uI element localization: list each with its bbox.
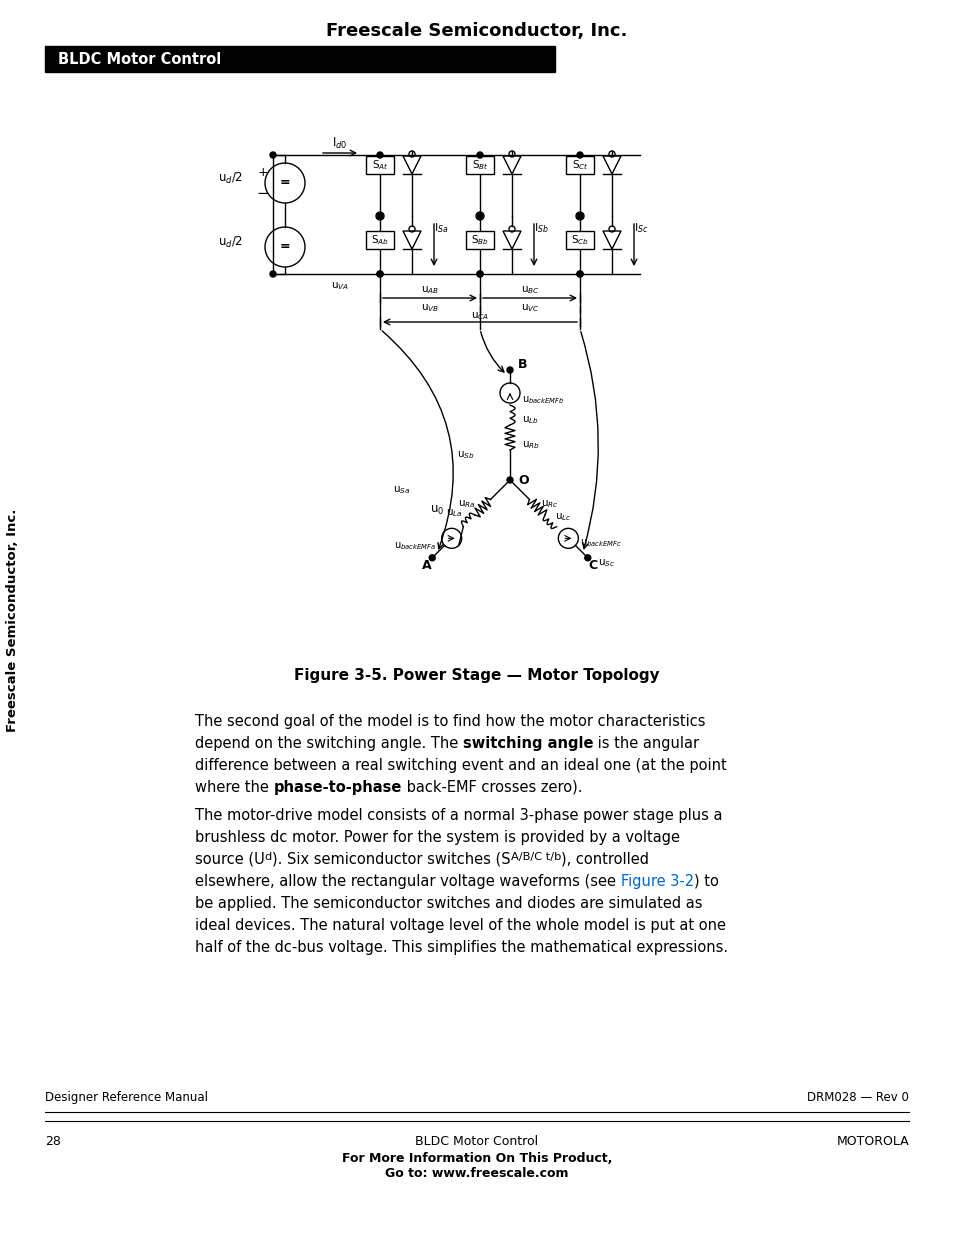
Text: elsewhere, allow the rectangular voltage waveforms (see: elsewhere, allow the rectangular voltage… bbox=[194, 874, 620, 889]
Text: B: B bbox=[517, 358, 527, 372]
Text: For More Information On This Product,: For More Information On This Product, bbox=[341, 1152, 612, 1165]
Text: u$_{backEMF b}$: u$_{backEMF b}$ bbox=[521, 394, 564, 406]
Text: S$_{Bt}$: S$_{Bt}$ bbox=[471, 158, 488, 172]
Text: S$_{Ct}$: S$_{Ct}$ bbox=[571, 158, 588, 172]
Text: u$_{Lb}$: u$_{Lb}$ bbox=[521, 414, 538, 426]
Text: u$_d$/2: u$_d$/2 bbox=[217, 170, 243, 185]
Text: u$_d$/2: u$_d$/2 bbox=[217, 235, 243, 249]
Text: u$_{backEMF a}$: u$_{backEMF a}$ bbox=[394, 541, 436, 552]
Text: −: − bbox=[256, 185, 269, 200]
Circle shape bbox=[270, 270, 275, 277]
Text: u$_{Sa}$: u$_{Sa}$ bbox=[393, 484, 410, 496]
Text: Figure 3-5. Power Stage — Motor Topology: Figure 3-5. Power Stage — Motor Topology bbox=[294, 668, 659, 683]
Text: difference between a real switching event and an ideal one (at the point: difference between a real switching even… bbox=[194, 758, 726, 773]
Text: u$_{Rb}$: u$_{Rb}$ bbox=[521, 440, 539, 451]
Text: ) to: ) to bbox=[693, 874, 718, 889]
Text: S$_{Cb}$: S$_{Cb}$ bbox=[571, 233, 588, 247]
Text: where the: where the bbox=[194, 781, 274, 795]
Text: is the angular: is the angular bbox=[593, 736, 699, 751]
Text: I$_{Sc}$: I$_{Sc}$ bbox=[634, 221, 648, 235]
Text: ). Six semiconductor switches (S: ). Six semiconductor switches (S bbox=[272, 852, 510, 867]
Text: I$_{d0}$: I$_{d0}$ bbox=[332, 136, 347, 151]
Text: S$_{Ab}$: S$_{Ab}$ bbox=[371, 233, 389, 247]
Text: u$_{La}$: u$_{La}$ bbox=[446, 508, 462, 519]
Text: A/B/C t/b: A/B/C t/b bbox=[510, 852, 560, 862]
Text: u$_{VC}$: u$_{VC}$ bbox=[520, 303, 538, 314]
Text: Freescale Semiconductor, Inc.: Freescale Semiconductor, Inc. bbox=[7, 509, 19, 731]
Text: The motor-drive model consists of a normal 3-phase power stage plus a: The motor-drive model consists of a norm… bbox=[194, 808, 721, 823]
Text: u$_{Rc}$: u$_{Rc}$ bbox=[541, 499, 558, 510]
Text: phase-to-phase: phase-to-phase bbox=[274, 781, 401, 795]
Circle shape bbox=[577, 270, 582, 277]
Text: source (U: source (U bbox=[194, 852, 265, 867]
Circle shape bbox=[376, 270, 382, 277]
Circle shape bbox=[376, 270, 382, 277]
Text: u$_{CA}$: u$_{CA}$ bbox=[471, 310, 489, 322]
Circle shape bbox=[577, 212, 582, 219]
Bar bbox=[366, 156, 394, 174]
Circle shape bbox=[270, 152, 275, 158]
Text: 28: 28 bbox=[45, 1135, 61, 1149]
Text: u$_{BC}$: u$_{BC}$ bbox=[520, 284, 538, 296]
Text: u$_{backEMF c}$: u$_{backEMF c}$ bbox=[579, 537, 622, 550]
Text: back-EMF crosses zero).: back-EMF crosses zero). bbox=[401, 781, 581, 795]
Circle shape bbox=[476, 270, 482, 277]
Text: brushless dc motor. Power for the system is provided by a voltage: brushless dc motor. Power for the system… bbox=[194, 830, 679, 845]
Circle shape bbox=[506, 367, 513, 373]
Text: Go to: www.freescale.com: Go to: www.freescale.com bbox=[385, 1167, 568, 1179]
Text: The second goal of the model is to find how the motor characteristics: The second goal of the model is to find … bbox=[194, 714, 705, 729]
Circle shape bbox=[429, 555, 435, 561]
Text: Figure 3-2: Figure 3-2 bbox=[620, 874, 693, 889]
Text: =: = bbox=[279, 241, 290, 253]
Text: MOTOROLA: MOTOROLA bbox=[836, 1135, 908, 1149]
Circle shape bbox=[376, 212, 382, 219]
Text: Designer Reference Manual: Designer Reference Manual bbox=[45, 1091, 208, 1104]
Text: u$_{AB}$: u$_{AB}$ bbox=[420, 284, 438, 296]
Text: S$_{At}$: S$_{At}$ bbox=[372, 158, 388, 172]
Circle shape bbox=[376, 152, 382, 158]
Text: I$_{Sa}$: I$_{Sa}$ bbox=[434, 221, 448, 235]
Text: switching angle: switching angle bbox=[462, 736, 593, 751]
Circle shape bbox=[577, 270, 582, 277]
Text: Freescale Semiconductor, Inc.: Freescale Semiconductor, Inc. bbox=[326, 22, 627, 40]
Text: C: C bbox=[588, 559, 597, 572]
Circle shape bbox=[577, 152, 582, 158]
Text: u$_{VA}$: u$_{VA}$ bbox=[331, 280, 349, 291]
Bar bbox=[366, 231, 394, 249]
Text: BLDC Motor Control: BLDC Motor Control bbox=[415, 1135, 538, 1149]
Bar bbox=[45, 46, 555, 72]
Text: DRM028 — Rev 0: DRM028 — Rev 0 bbox=[806, 1091, 908, 1104]
Text: I$_{Sb}$: I$_{Sb}$ bbox=[534, 221, 548, 235]
Text: S$_{Bb}$: S$_{Bb}$ bbox=[471, 233, 489, 247]
Circle shape bbox=[476, 270, 482, 277]
Text: ), controlled: ), controlled bbox=[560, 852, 648, 867]
Bar bbox=[565, 156, 594, 174]
Text: +: + bbox=[257, 167, 268, 179]
Bar bbox=[465, 156, 494, 174]
Text: u$_{Sc}$: u$_{Sc}$ bbox=[598, 557, 615, 568]
Text: u$_{Ra}$: u$_{Ra}$ bbox=[457, 499, 475, 510]
Bar bbox=[465, 231, 494, 249]
Text: =: = bbox=[279, 177, 290, 189]
Text: depend on the switching angle. The: depend on the switching angle. The bbox=[194, 736, 462, 751]
Text: u$_{VB}$: u$_{VB}$ bbox=[420, 303, 438, 314]
Text: u$_{Lc}$: u$_{Lc}$ bbox=[555, 511, 571, 522]
Circle shape bbox=[584, 555, 590, 561]
Circle shape bbox=[476, 152, 482, 158]
Text: BLDC Motor Control: BLDC Motor Control bbox=[58, 52, 221, 67]
Bar bbox=[565, 231, 594, 249]
Circle shape bbox=[506, 477, 513, 483]
Text: O: O bbox=[517, 473, 528, 487]
Text: be applied. The semiconductor switches and diodes are simulated as: be applied. The semiconductor switches a… bbox=[194, 897, 701, 911]
Text: u$_0$: u$_0$ bbox=[430, 504, 444, 516]
Text: ideal devices. The natural voltage level of the whole model is put at one: ideal devices. The natural voltage level… bbox=[194, 918, 725, 932]
Text: half of the dc-bus voltage. This simplifies the mathematical expressions.: half of the dc-bus voltage. This simplif… bbox=[194, 940, 727, 955]
Text: A: A bbox=[422, 559, 432, 572]
Text: d: d bbox=[265, 852, 272, 862]
Circle shape bbox=[476, 212, 482, 219]
Text: u$_{Sb}$: u$_{Sb}$ bbox=[457, 450, 475, 461]
